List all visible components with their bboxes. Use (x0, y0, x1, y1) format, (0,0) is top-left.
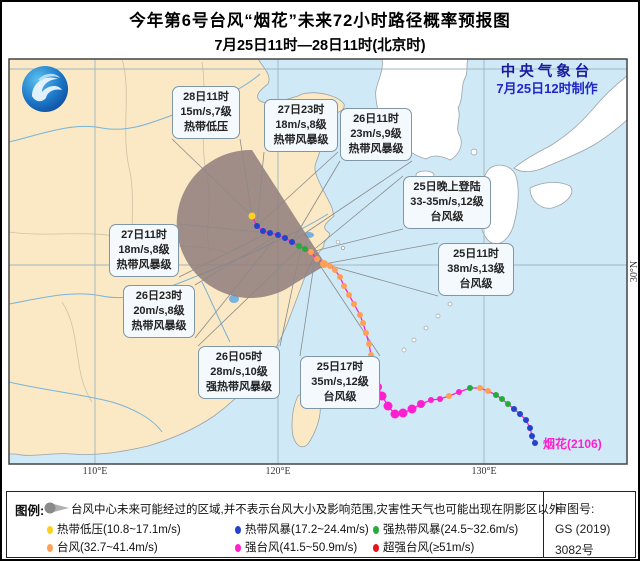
legend-cone-note: 台风中心未来可能经过的区域,并不表示台风大小及影响范围,灾害性天气也可能出现在阴… (71, 504, 561, 516)
ty-dot-icon (47, 544, 53, 552)
cma-logo (22, 66, 68, 112)
callout-27d11h: 27日11时 18m/s,8级 热带风暴级 (109, 224, 179, 277)
callout-26d11h: 26日11时 23m/s,9级 热带风暴级 (340, 108, 412, 161)
title-block: 今年第6号台风“烟花”未来72小时路径概率预报图 7月25日11时—28日11时… (2, 7, 638, 55)
agency-issued: 7月25日12时制作 (496, 81, 598, 97)
td-dot-icon (47, 526, 53, 534)
tsushima-island (470, 148, 478, 156)
map-frame (8, 58, 628, 465)
callout-26d23h: 26日23时 20m/s,8级 热带风暴级 (123, 285, 195, 338)
map-title: 今年第6号台风“烟花”未来72小时路径概率预报图 (129, 12, 511, 30)
legend-item-ty: 台风(32.7~41.4m/s) (47, 539, 158, 555)
legend-item-ts: 热带风暴(17.2~24.4m/s) (235, 521, 369, 537)
legend-title: 图例: (15, 504, 45, 518)
legend-item-td: 热带低压(10.8~17.1m/s) (47, 521, 181, 537)
callout-landfall: 25日晚上登陆 33-35m/s,12级 台风级 (403, 176, 491, 229)
callout-27d23h: 27日23时 18m/s,8级 热带风暴级 (264, 99, 338, 152)
sts-dot-icon (373, 526, 379, 534)
callout-leader-lines (171, 138, 439, 357)
lon-label-120e: 120°E (265, 466, 291, 477)
ts-dot-icon (235, 526, 241, 534)
map-subtitle: 7月25日11时—28日11时(北京时) (214, 38, 426, 54)
callout-26d05h: 26日05时 28m/s,10级 强热带风暴级 (198, 346, 280, 399)
legend-item-sts: 强热带风暴(24.5~32.6m/s) (373, 521, 518, 537)
map-review-number: 审图号: GS (2019) 3082号 (555, 502, 611, 557)
super-ty-dot-icon (373, 544, 379, 552)
legend-divider (543, 492, 544, 557)
legend-item-super-ty: 超强台风(≥51m/s) (373, 539, 474, 555)
cone-icon (44, 502, 69, 514)
sty-dot-icon (235, 544, 241, 552)
lon-label-130e: 130°E (471, 466, 497, 477)
agency-credit: 中央气象台 7月25日12时制作 (472, 63, 622, 97)
callout-25d11h-current: 25日11时 38m/s,13级 台风级 (438, 243, 514, 296)
legend-item-sty: 强台风(41.5~50.9m/s) (235, 539, 357, 555)
storm-name-label: 烟花(2106) (543, 437, 602, 451)
callout-25d17h: 25日17时 35m/s,12级 台风级 (300, 356, 380, 409)
japan-shikoku (529, 182, 573, 209)
lon-label-110e: 110°E (82, 466, 108, 477)
agency-name: 中央气象台 (500, 64, 594, 80)
japan-honshu (513, 75, 627, 172)
probability-cone (176, 149, 326, 298)
callout-28d11h: 28日11时 15m/s,7级 热带低压 (172, 86, 240, 139)
legend: 图例: 台风中心未来可能经过的区域,并不表示台风大小及影响范围,灾害性天气也可能… (6, 491, 636, 558)
lat-label-30n: 30°N (629, 260, 640, 283)
